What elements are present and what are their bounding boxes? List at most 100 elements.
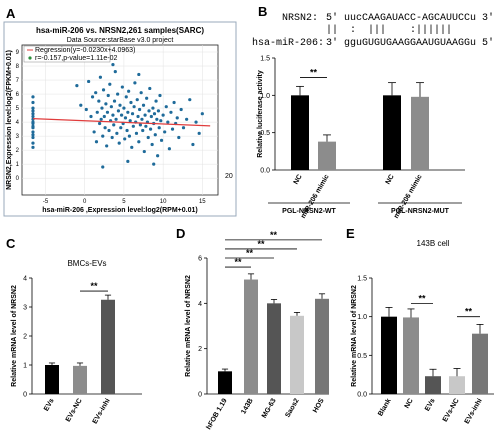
scatter-point — [181, 126, 186, 130]
scatter-point — [200, 112, 204, 116]
scatter-point — [126, 110, 130, 114]
significance-mark: ** — [90, 281, 98, 291]
scatter-points — [31, 63, 204, 169]
scatter-ytick-label: 6 — [16, 92, 20, 98]
scatter-point — [31, 106, 35, 110]
bmcs-evs-chart: 0 1 2 3 4 BMCs-EVs Relative mRNA level of NRSN… — [11, 259, 142, 425]
scatter-point — [188, 98, 192, 102]
x-tick-label: MG-63 — [261, 397, 278, 419]
scatter-point — [158, 93, 162, 98]
y-tick-label: 0 — [23, 392, 27, 399]
bar — [290, 315, 304, 394]
y-tick-label: 0.5 — [357, 353, 367, 360]
scatter-point — [84, 107, 88, 112]
x-tick-label: EVs-NC — [442, 398, 461, 424]
panel-label-c: C — [6, 236, 16, 251]
scatter-point — [89, 114, 93, 119]
significance-mark: ** — [418, 294, 426, 304]
scatter-point — [164, 105, 168, 109]
y-tick-label: 2 — [23, 334, 27, 341]
scatter-point — [106, 93, 110, 98]
scatter-ytick-label: 8 — [16, 64, 20, 70]
scatter-point — [179, 107, 183, 112]
scatter-point — [90, 95, 95, 99]
scatter-point — [31, 114, 35, 119]
bar — [411, 96, 429, 170]
scatter-corner-label: 20 — [225, 173, 233, 180]
scatter-xtick-label: 0 — [83, 199, 87, 205]
scatter-outer-frame — [3, 21, 237, 217]
scatter-point — [126, 159, 130, 163]
y-tick-label: 0.0 — [260, 168, 270, 175]
significance-mark: ** — [257, 239, 265, 249]
scatter-point — [119, 113, 124, 117]
legend-regression: Regression(y=-0.0230x+4.0963) — [35, 47, 135, 54]
scatter-point — [117, 141, 121, 145]
scatter-point — [118, 103, 122, 107]
scatter-point — [130, 145, 134, 149]
bar — [403, 317, 419, 394]
scatter-point — [31, 95, 35, 99]
scatter-ytick-label: 0 — [16, 176, 20, 182]
scatter-point — [146, 135, 150, 140]
143b-cell-chart: 0.0 0.5 1.0 1.5 143B cell Relative mRNA level… — [351, 239, 494, 425]
scatter-point — [123, 137, 127, 141]
bar — [291, 95, 309, 170]
x-tick-label: hFOB 1.19 — [205, 397, 228, 431]
group-label-wt: PGL-NRSN2-WT — [282, 208, 336, 215]
scatter-point — [125, 128, 129, 133]
scatter-point — [159, 138, 164, 142]
bar — [383, 95, 401, 170]
scatter-point — [105, 110, 110, 114]
y-tick-label: 4 — [23, 276, 27, 283]
scatter-point — [138, 123, 142, 127]
nrsn2-sequence: 5' uucCAAGAUACC-AGCAUUCCu 3' — [326, 12, 494, 24]
scatter-point — [194, 120, 198, 124]
scatter-point — [109, 105, 113, 109]
bar — [73, 365, 87, 394]
x-tick-label: EVs-NC — [65, 398, 84, 424]
scatter-point — [122, 106, 126, 110]
scatter-source: Data Source:starBase v3.0 project — [67, 37, 174, 44]
y-axis-label: Relative mRNA level of NRSN2 — [11, 285, 18, 387]
x-tick-label: NC — [293, 174, 304, 186]
x-tick-label: EVs — [43, 397, 56, 412]
bar — [45, 365, 59, 394]
scatter-ytick-label: 3 — [16, 134, 20, 140]
scatter-point — [94, 91, 98, 95]
scatter-point — [31, 120, 35, 124]
scatter-ytick-label: 9 — [16, 50, 20, 56]
scatter-ytick-label: 5 — [16, 106, 20, 112]
scatter-point — [139, 91, 143, 95]
group-label-mut: PGL-NRSN2-MUT — [391, 208, 450, 215]
regression-line — [32, 118, 211, 127]
scatter-grid — [22, 45, 218, 195]
scatter-point — [31, 135, 35, 140]
x-tick-label: EVs-inhi — [464, 397, 484, 425]
y-tick-label: 1.0 — [260, 93, 270, 100]
bar — [318, 141, 336, 170]
x-tick-label: 143B — [240, 398, 254, 416]
scatter-point — [108, 82, 112, 86]
scatter-ytick-label: 1 — [16, 162, 20, 168]
scatter-ytick-label: 7 — [16, 78, 20, 84]
scatter-legend — [23, 45, 111, 63]
scatter-point — [144, 124, 148, 128]
x-tick-label: NC — [385, 174, 396, 186]
scatter-point — [100, 106, 104, 110]
y-tick-label: 1.0 — [357, 314, 367, 321]
mir206-seq-name: hsa-miR-206: — [252, 37, 324, 49]
scatter-ticks: -5 0 5 10 15 0 1 2 3 4 5 6 7 8 9 — [16, 50, 207, 205]
bar — [218, 371, 232, 394]
y-tick-label: 4 — [198, 301, 202, 308]
scatter-point — [101, 134, 105, 138]
scatter-point — [98, 75, 102, 79]
significance-mark: ** — [270, 230, 278, 240]
x-tick-label: EVs — [424, 397, 437, 412]
y-tick-label: 2 — [198, 346, 202, 353]
scatter-xtick-label: 5 — [122, 199, 126, 205]
scatter-point — [101, 165, 105, 169]
scatter-point — [156, 154, 160, 158]
scatter-point — [31, 133, 35, 137]
scatter-point — [177, 135, 181, 140]
